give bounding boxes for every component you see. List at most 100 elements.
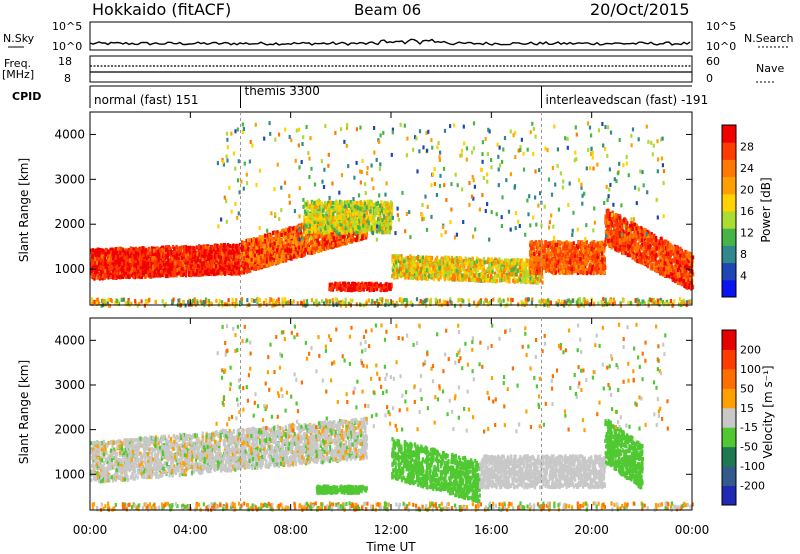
data-cell [130,251,133,255]
data-cell [93,250,96,255]
data-cell [121,272,124,277]
data-cell [159,248,162,253]
data-cell [269,243,272,248]
data-cell [103,262,106,266]
data-cell [206,271,209,275]
data-cell [130,254,133,259]
data-cell [188,260,191,265]
data-cell [192,253,195,258]
data-cell [116,257,120,262]
data-cell [204,262,207,267]
data-cell [258,251,261,256]
data-cell [93,276,96,281]
data-cell [166,274,169,279]
data-cell [199,259,202,264]
data-cell [170,251,173,256]
data-cell [204,269,207,274]
data-cell [117,265,120,270]
data-cell [131,266,134,271]
data-cell [276,248,279,253]
data-cell [131,258,135,263]
data-cell [145,252,148,257]
data-cell [113,275,116,280]
data-cell [273,241,276,246]
data-cell [91,266,94,270]
data-cell [195,245,198,250]
data-cell [234,264,237,269]
data-cell [169,259,172,264]
data-cell [278,259,281,264]
data-cell [260,250,263,254]
data-cell [90,268,93,273]
data-cell [348,237,351,242]
data-cell [123,271,126,276]
data-cell [300,253,303,258]
data-cell [234,261,237,266]
data-cell [223,270,226,275]
data-cell [166,245,169,250]
data-cell [341,234,345,239]
data-cell [154,252,158,257]
data-cell [93,263,96,268]
data-cell [233,247,237,252]
data-cell [252,260,255,264]
data-cell [313,241,316,246]
nave-label: Nave [756,62,784,75]
data-cell [247,252,250,257]
data-cell [250,245,253,250]
data-cell [95,249,98,254]
data-cell [126,262,129,267]
data-cell [220,244,223,249]
data-cell [207,256,210,261]
data-cell [107,275,110,280]
data-cell [133,267,136,272]
data-cell [145,269,148,274]
data-cell [254,265,257,270]
data-cell [292,226,295,231]
data-cell [285,258,288,263]
nsky-label: N.Sky [3,32,35,45]
data-cell [287,234,290,239]
data-cell [171,259,174,264]
data-cell [246,264,249,269]
data-cell [219,255,222,260]
data-cell [99,258,102,263]
data-cell [280,256,283,261]
data-cell [317,241,320,246]
data-cell [171,273,174,277]
data-cell [237,245,240,250]
data-cell [232,255,236,260]
data-cell [178,269,181,274]
data-cell [177,250,180,255]
data-cell [210,259,213,264]
data-cell [112,274,115,279]
data-cell [328,235,331,240]
data-cell [130,272,133,277]
data-cell [307,247,310,251]
data-cell [325,240,328,245]
data-cell [182,248,186,253]
data-cell [135,246,138,251]
data-cell [92,274,95,279]
data-cell [295,255,298,260]
data-cell [279,249,282,254]
data-cell [160,247,163,252]
data-cell [176,268,179,272]
data-cell [278,234,281,239]
data-cell [183,250,186,255]
data-cell [334,243,337,248]
freq-label-line2: [MHz] [2,68,34,81]
data-cell [255,238,258,243]
data-cell [146,248,150,253]
data-cell [172,251,175,256]
data-cell [304,241,307,246]
data-cell [186,260,189,265]
data-cell [235,265,238,270]
data-cell [100,276,103,280]
data-cell [284,235,287,240]
data-cell [180,246,183,251]
data-cell [169,265,173,269]
data-cell [270,250,274,255]
data-cell [294,254,297,259]
data-cell [231,244,235,248]
